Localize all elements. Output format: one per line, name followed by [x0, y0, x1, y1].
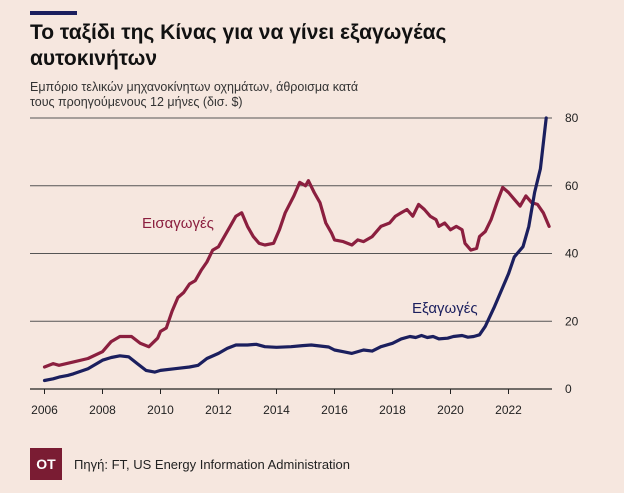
- series-label-imports: Εισαγωγές: [142, 215, 214, 232]
- series-lines: [42, 116, 551, 383]
- y-tick-label: 40: [565, 247, 579, 261]
- y-tick-label: 20: [565, 314, 579, 328]
- series-line-exports: [42, 116, 548, 383]
- x-tick-label: 2006: [31, 403, 58, 417]
- series-label-exports: Εξαγωγές: [412, 300, 478, 317]
- y-axis: 0 20 40 60 80: [565, 111, 579, 396]
- gridlines: [30, 117, 552, 390]
- y-tick-label: 60: [565, 179, 579, 193]
- footer: OT Πηγή: FT, US Energy Information Admin…: [30, 448, 350, 480]
- chart-subtitle: Εμπόριο τελικών μηχανοκίνητων οχημάτων, …: [30, 80, 359, 109]
- x-tick-label: 2018: [379, 403, 406, 417]
- y-tick-label: 0: [565, 382, 572, 396]
- x-tick-label: 2008: [89, 403, 116, 417]
- x-tick-label: 2010: [147, 403, 174, 417]
- x-tick-label: 2012: [205, 403, 232, 417]
- x-tick-label: 2020: [437, 403, 464, 417]
- series-labels: Εισαγωγές Εξαγωγές: [142, 215, 478, 317]
- accent-bar: [30, 11, 77, 15]
- series-line-imports: [42, 179, 551, 369]
- y-tick-label: 80: [565, 111, 579, 125]
- x-tick-label: 2014: [263, 403, 290, 417]
- page-title: Το ταξίδι της Κίνας για να γίνει εξαγωγέ…: [30, 21, 447, 70]
- x-axis: 2006 2008 2010 2012 2014 2016 2018 2020 2022: [31, 389, 522, 417]
- ot-logo: OT: [30, 448, 62, 480]
- x-tick-label: 2022: [495, 403, 522, 417]
- source-note: Πηγή: FT, US Energy Information Administ…: [74, 456, 351, 472]
- x-tick-label: 2016: [321, 403, 348, 417]
